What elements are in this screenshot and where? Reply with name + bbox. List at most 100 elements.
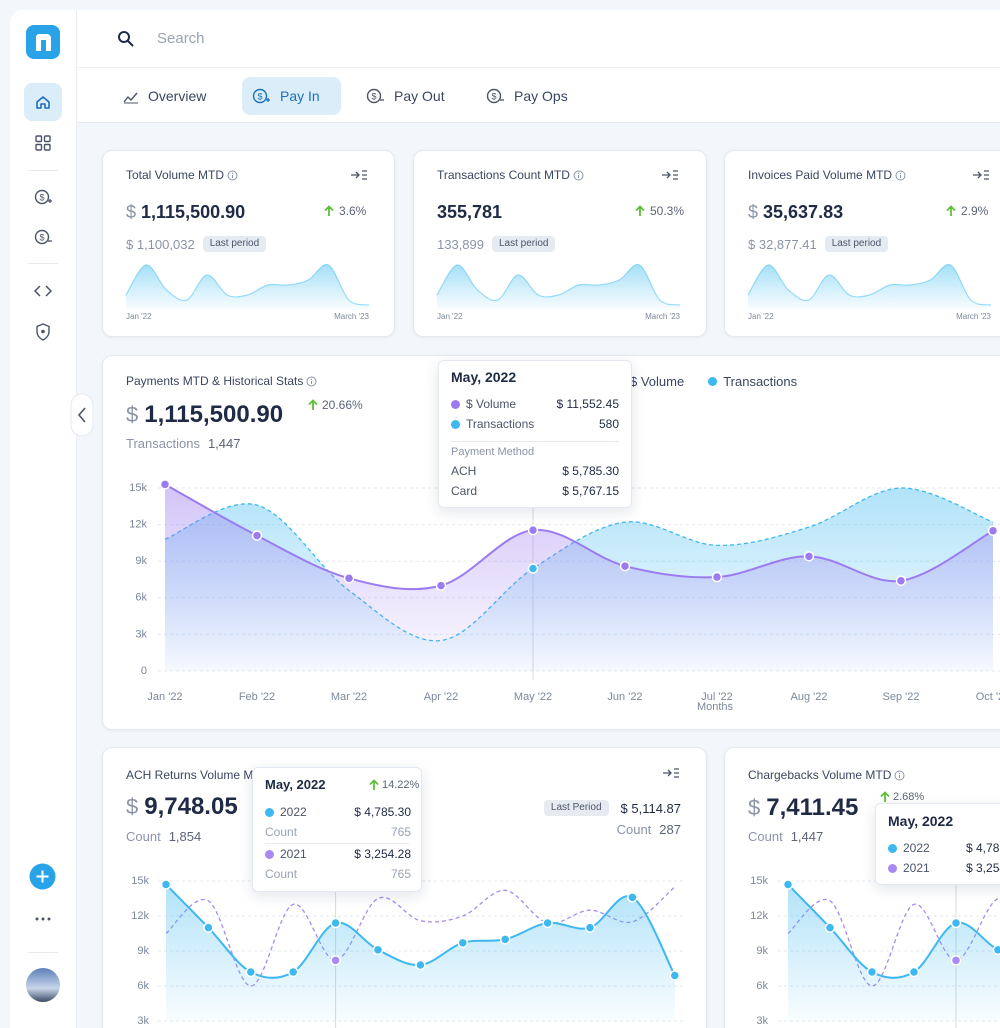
tab[interactable]: Overview [112, 77, 230, 115]
export-icon [662, 170, 678, 180]
shield-icon[interactable] [34, 322, 52, 342]
avatar[interactable] [26, 968, 60, 1002]
tab[interactable]: $ Pay Ops [476, 77, 580, 115]
pay-in-icon[interactable]: $ [33, 187, 53, 207]
legend-dot [451, 399, 460, 409]
tooltip-row-value: $ 11,552.45 [556, 397, 619, 411]
previous-count: Count 287 [617, 823, 681, 836]
tab-label: Overview [148, 88, 207, 104]
card-title-row: Total Volume MTD [126, 169, 238, 181]
card-title: Payments MTD & Historical Stats [126, 374, 304, 388]
amount-row: 355,781 [437, 203, 502, 221]
info-icon [227, 170, 238, 180]
legend-item: Transactions [708, 375, 797, 388]
previous-row: Last Period $ 5,114.87 [543, 800, 681, 816]
sub-row: Transactions 1,447 [126, 437, 240, 450]
card-title: Total Volume MTD [126, 168, 225, 182]
more-icon[interactable] [33, 913, 53, 925]
sub-value: 1,447 [207, 436, 241, 451]
previous-row: $ 32,877.41 Last period [748, 236, 889, 252]
add-button[interactable] [29, 863, 56, 890]
collapse-toggle[interactable] [70, 393, 94, 437]
tooltip-count-label: Count [265, 825, 298, 839]
tab-active[interactable]: $ Pay In [242, 77, 341, 115]
currency: $ [748, 795, 761, 820]
previous-value: $ 1,100,032 [126, 236, 195, 252]
legend-dot [888, 843, 897, 853]
legend-dot [888, 863, 897, 873]
pay-out-icon[interactable]: $ [33, 227, 53, 247]
amount-row: $35,637.83 [748, 203, 843, 221]
amount: 7,411.45 [766, 794, 859, 821]
series-name: 2022 [280, 805, 307, 819]
badge: Last period [492, 236, 556, 252]
legend-dot [265, 849, 274, 859]
change-value: 20.66% [322, 398, 363, 412]
card-title-row: Invoices Paid Volume MTD [748, 169, 906, 181]
amount-row: $7,411.45 [748, 796, 858, 820]
tab-icon [123, 92, 138, 104]
change: 2.68% [880, 791, 924, 803]
logo[interactable] [26, 25, 60, 59]
card-title-row: Chargebacks Volume MTD [748, 769, 905, 781]
amount-row: $1,115,500.90 [126, 403, 283, 427]
tooltip-row-label: 2022 [888, 842, 930, 854]
tooltip-title: May, 2022 [451, 369, 517, 385]
badge: Last period [824, 236, 889, 252]
tooltip-divider [265, 843, 409, 844]
svg-text:$: $ [39, 233, 44, 243]
series-name: 2021 [903, 861, 930, 875]
tab[interactable]: $ Pay Out [356, 77, 464, 115]
up-arrow [880, 791, 890, 802]
amount: 9,748.05 [144, 793, 238, 820]
card-title: Invoices Paid Volume MTD [748, 168, 893, 182]
legend-dot [451, 419, 460, 429]
tooltip-change: 14.22% [369, 779, 419, 791]
tooltip-row-label: 2022 [265, 806, 307, 818]
tooltip-title: May, 2022 [265, 777, 326, 792]
up-arrow [946, 205, 956, 216]
svg-text:$: $ [39, 193, 44, 203]
export-icon [973, 170, 989, 180]
amount: 1,115,500.90 [141, 202, 246, 222]
currency: $ [748, 202, 759, 222]
tab-icon: $ [252, 88, 270, 104]
info-icon [306, 376, 317, 386]
previous-value: $ 32,877.41 [748, 236, 817, 252]
amount: 1,115,500.90 [144, 401, 284, 428]
header [77, 10, 1000, 123]
sidebar [10, 10, 77, 1028]
change: 50.3% [635, 205, 684, 217]
amount: 355,781 [437, 202, 503, 222]
tooltip-row-label: $ Volume [451, 398, 516, 410]
tooltip: May, 2022 2022 $ 4,785.30 2021 $ 3,254.28 [875, 803, 1000, 885]
code-icon[interactable] [33, 282, 53, 300]
up-arrow [369, 779, 379, 790]
legend-dot [265, 807, 274, 817]
change-value: 50.3% [650, 204, 685, 218]
amount-row: $1,115,500.90 [126, 203, 245, 221]
up-arrow [324, 205, 334, 216]
separator [28, 170, 58, 171]
tooltip-row-label: 2021 [265, 848, 307, 860]
search-input[interactable]: Search [157, 30, 205, 47]
tooltip-row-value: $ 4,785.30 [354, 805, 411, 819]
tab-label: Pay Out [394, 88, 445, 104]
tooltip-row-value: $ 4,785.30 [966, 841, 1000, 855]
card-title: ACH Returns Volume MTD [126, 768, 270, 782]
tooltip-detail-label: Card [451, 484, 478, 498]
nav-home-active[interactable] [24, 83, 62, 121]
change: 2.9% [946, 205, 988, 217]
sub-label: Count [748, 829, 783, 844]
legend: $ Volume Transactions [615, 375, 797, 388]
separator [28, 952, 58, 953]
tab-icon: $ [486, 88, 504, 104]
tab-icon: $ [366, 88, 384, 104]
tooltip-row-value: $ 3,254.28 [966, 861, 1000, 875]
series-name: 2022 [903, 841, 930, 855]
export-icon [351, 170, 367, 180]
grid-icon[interactable] [34, 134, 52, 152]
info-icon [573, 170, 584, 180]
tooltip-detail-value: $ 5,767.15 [562, 484, 619, 498]
series-name: 2021 [280, 847, 307, 861]
